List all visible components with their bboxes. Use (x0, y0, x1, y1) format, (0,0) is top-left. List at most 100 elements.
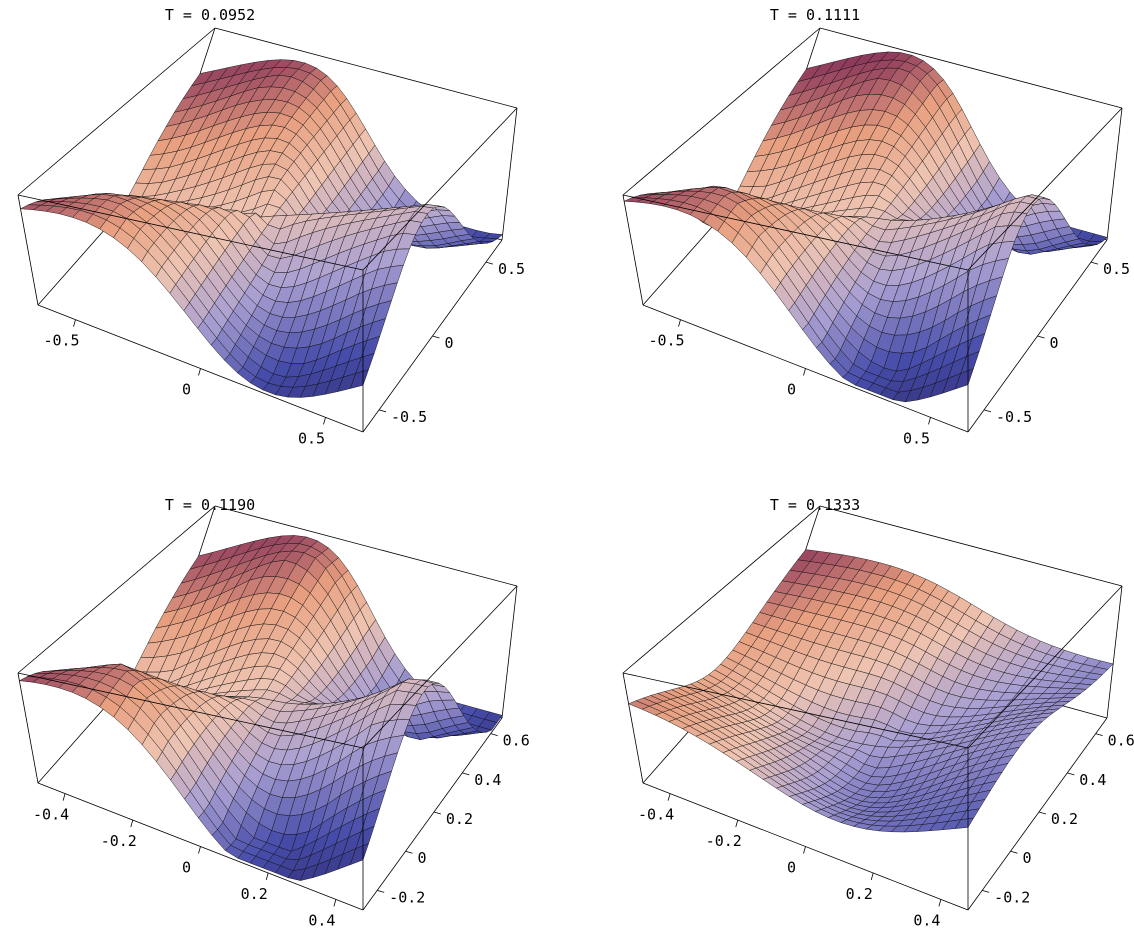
y-tick-label: 0.4 (474, 771, 501, 789)
box-edge-front (622, 672, 644, 784)
box-edge-front (362, 107, 518, 271)
x-tick-label: -0.5 (648, 332, 684, 350)
box-edge-front (967, 585, 1123, 749)
x-tick-label: 0.4 (308, 911, 335, 929)
surface-mesh (18, 535, 503, 881)
surface-mesh (624, 51, 1108, 403)
y-tick-mark (1095, 733, 1103, 737)
x-tick-mark (265, 872, 269, 881)
panel-title: T = 0.1111 (770, 6, 860, 24)
surface-mesh (19, 59, 504, 398)
x-tick-mark (198, 368, 201, 376)
y-tick-label: 0.2 (446, 810, 473, 828)
box-edge-back (819, 505, 1123, 587)
y-tick-label: 0.5 (498, 260, 525, 278)
x-tick-mark (62, 793, 66, 801)
y-tick-label: 0.4 (1079, 771, 1106, 789)
box-edge-back (17, 505, 216, 674)
y-tick-label: 0.2 (1051, 810, 1078, 828)
x-tick-label: -0.5 (43, 332, 79, 350)
x-tick-label: 0.5 (903, 429, 930, 447)
y-tick-label: -0.5 (996, 408, 1032, 426)
x-tick-label: -0.2 (101, 832, 137, 850)
y-tick-mark (1067, 772, 1075, 776)
x-tick-mark (938, 899, 942, 907)
surface-panel-2: T = 0.1111 -0.5 0 0.5 -0.5 0 0.5 (622, 6, 1130, 447)
box-edge-front (501, 585, 518, 719)
y-tick-mark (377, 890, 385, 893)
x-tick-label: 0.5 (298, 429, 325, 447)
x-tick-mark (333, 899, 337, 907)
box-edge-front (967, 717, 1108, 911)
box-edge-front (362, 585, 518, 749)
x-tick-label: -0.2 (706, 832, 742, 850)
y-tick-label: 0.6 (503, 732, 530, 750)
surface-facet (954, 368, 974, 390)
box-edge-front (17, 672, 39, 784)
x-tick-label: 0 (787, 381, 796, 399)
x-tick-mark (735, 819, 739, 828)
x-tick-mark (803, 368, 806, 376)
box-edge-front (1106, 585, 1123, 719)
surface-facet (349, 369, 369, 389)
y-tick-label: 0.5 (1103, 260, 1130, 278)
y-tick-mark (462, 772, 470, 776)
box-edge-front (622, 672, 969, 749)
x-tick-mark (323, 417, 326, 425)
y-tick-mark (982, 890, 990, 893)
box-edge-front (17, 194, 364, 271)
box-edge-front (1106, 107, 1123, 241)
box-edge-back (622, 27, 821, 196)
y-tick-label: 0 (418, 849, 427, 867)
y-tick-label: 0 (1050, 334, 1059, 352)
box-edge-front (501, 107, 518, 241)
x-tick-label: 0.2 (846, 885, 873, 903)
x-tick-mark (870, 872, 874, 881)
y-tick-mark (432, 335, 440, 339)
x-tick-mark (667, 793, 671, 801)
x-tick-mark (130, 819, 134, 828)
y-tick-mark (485, 261, 494, 265)
y-tick-mark (1038, 811, 1047, 815)
y-tick-mark (405, 850, 413, 854)
x-tick-label: -0.4 (33, 806, 69, 824)
box-edge-back (214, 505, 518, 587)
y-tick-mark (983, 409, 992, 413)
panel-title: T = 0.1333 (770, 496, 860, 514)
surface-mesh (628, 549, 1114, 833)
box-edge-back (819, 27, 1123, 109)
y-tick-mark (378, 409, 387, 413)
y-tick-mark (1037, 335, 1045, 339)
x-tick-label: 0.4 (913, 911, 940, 929)
x-tick-label: -0.4 (638, 806, 674, 824)
surface-facet (349, 843, 369, 866)
box-edge-front (622, 194, 644, 306)
panel-title: T = 0.1190 (165, 496, 255, 514)
surface-panel-4: T = 0.1333 -0.4 -0.2 0 0.2 0.4 -0.2 0 0.2 0.4 0.6 (622, 496, 1134, 929)
y-tick-label: -0.5 (391, 408, 427, 426)
y-tick-mark (1090, 261, 1099, 265)
box-edge-front (17, 194, 39, 306)
x-tick-label: 0 (787, 859, 796, 877)
surface-panel-1: T = 0.0952 -0.5 0 0.5 -0.5 0 0.5 (17, 6, 525, 447)
box-edge-front (17, 672, 364, 749)
surface-facet (954, 817, 975, 829)
y-tick-label: -0.2 (994, 888, 1030, 906)
box-edge-front (622, 194, 969, 271)
box-edge-front (362, 717, 503, 911)
x-tick-label: 0 (182, 859, 191, 877)
x-tick-mark (803, 846, 806, 854)
y-tick-mark (1010, 850, 1018, 854)
x-tick-mark (678, 319, 681, 327)
x-tick-label: 0.2 (241, 885, 268, 903)
panel-title: T = 0.0952 (165, 6, 255, 24)
y-tick-label: 0.6 (1108, 732, 1134, 750)
y-tick-mark (433, 811, 442, 815)
box-edge-front (967, 107, 1123, 271)
y-tick-label: 0 (1023, 849, 1032, 867)
x-tick-label: 0 (182, 381, 191, 399)
y-tick-label: 0 (445, 334, 454, 352)
box-edge-back (622, 505, 821, 674)
y-tick-label: -0.2 (389, 888, 425, 906)
